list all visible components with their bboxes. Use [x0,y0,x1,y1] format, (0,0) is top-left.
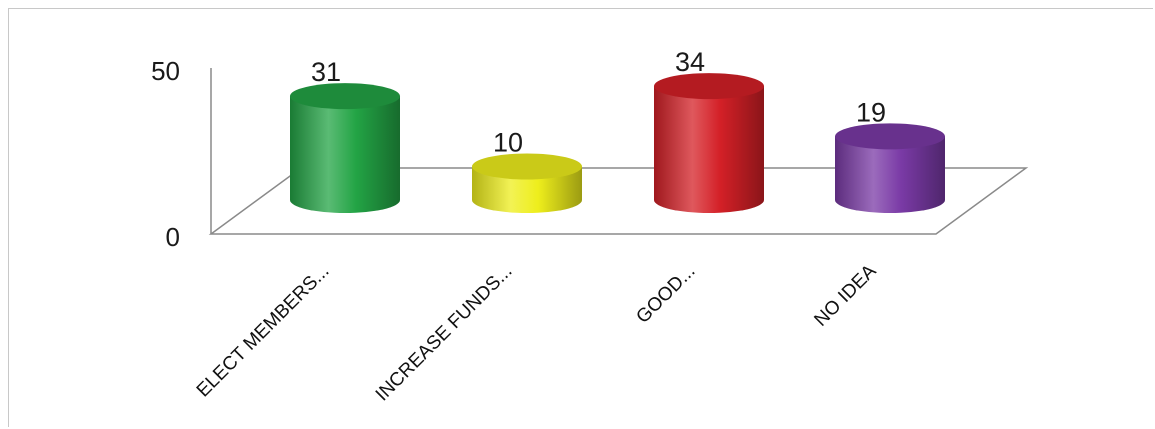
y-tick-label-min: 0 [166,222,180,252]
bar-top [472,153,582,180]
bar-body [290,96,400,213]
chart-axes [208,68,1029,235]
bar [472,153,582,213]
bar-top [290,83,400,110]
bar [654,73,764,213]
bars [290,73,945,213]
chart-frame [8,8,1153,427]
y-tick-label-max: 50 [151,56,180,86]
bar-top [654,73,764,100]
data-labels: 31 10 34 19 [311,47,886,157]
bar-top [835,123,945,150]
category-labels: ELECT MEMBERS... INCREASE FUNDS... GOOD...… [193,260,881,405]
data-label: 34 [675,47,705,77]
bar-body [654,86,764,213]
bar-body [835,136,945,213]
data-label: 10 [493,128,523,158]
bar [290,83,400,213]
bar-body [472,166,582,213]
category-label: INCREASE FUNDS... [372,261,517,406]
category-label: ELECT MEMBERS... [193,261,334,402]
category-label: NO IDEA [810,260,880,330]
data-label: 31 [311,57,341,87]
bar [835,123,945,213]
category-label: GOOD... [632,261,699,328]
chart-floor [208,167,1029,235]
data-label: 19 [856,97,886,127]
